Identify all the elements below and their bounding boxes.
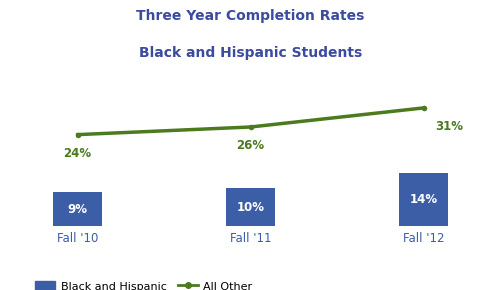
Text: Three Year Completion Rates: Three Year Completion Rates: [136, 9, 365, 23]
Text: 14%: 14%: [410, 193, 438, 206]
Bar: [227, 188, 275, 226]
Text: 9%: 9%: [67, 202, 88, 215]
Text: 31%: 31%: [436, 120, 464, 133]
Legend: Black and Hispanic, All Other: Black and Hispanic, All Other: [31, 277, 257, 290]
Text: 24%: 24%: [64, 147, 92, 160]
Text: 10%: 10%: [237, 201, 265, 214]
Bar: [54, 192, 102, 226]
Bar: [400, 173, 448, 226]
Text: Black and Hispanic Students: Black and Hispanic Students: [139, 46, 362, 60]
Text: 26%: 26%: [237, 139, 265, 152]
